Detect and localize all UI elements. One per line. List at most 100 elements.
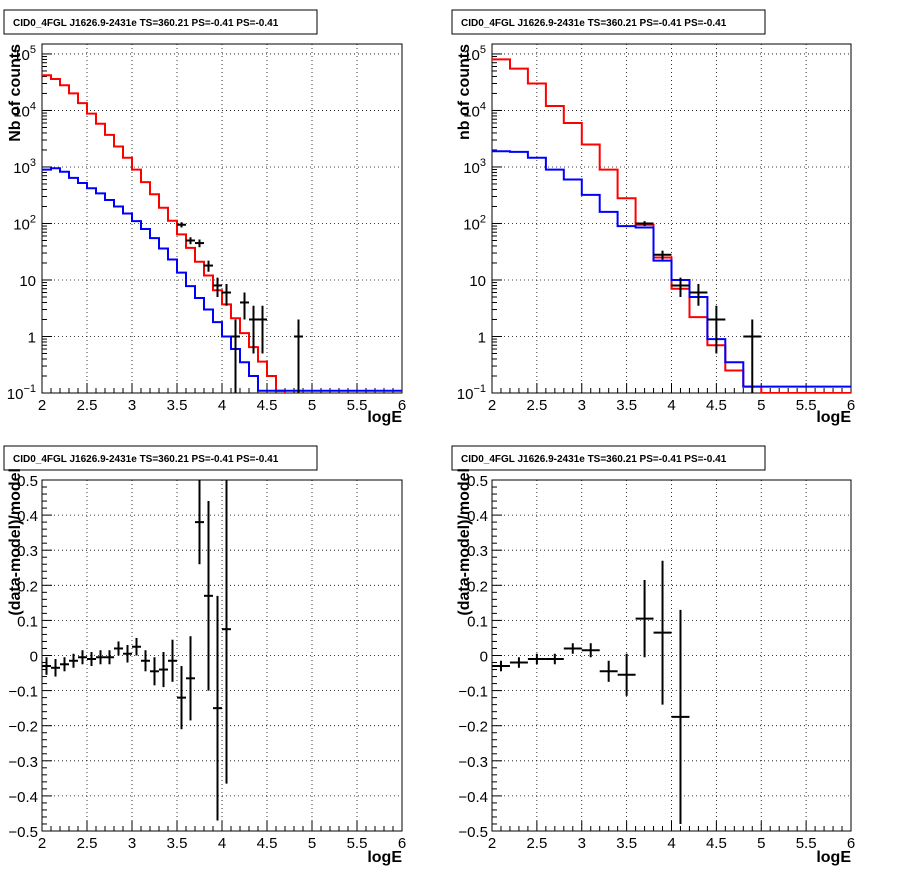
plot-area bbox=[492, 58, 851, 393]
y-tick-label: 104 bbox=[463, 100, 486, 120]
y-tick-label: 1 bbox=[28, 329, 36, 346]
y-tick-label: 0.2 bbox=[467, 578, 488, 595]
data-point bbox=[617, 653, 636, 696]
x-tick-label: 3 bbox=[128, 835, 136, 852]
y-tick-label: 0.5 bbox=[467, 473, 488, 490]
data-point bbox=[492, 660, 510, 672]
data-point bbox=[581, 643, 600, 658]
x-axis-label: logE bbox=[367, 409, 402, 426]
data-point bbox=[671, 277, 690, 297]
x-tick-label: 4.5 bbox=[257, 835, 278, 852]
y-tick-label: −0.1 bbox=[458, 684, 488, 701]
x-tick-label: 3 bbox=[578, 835, 586, 852]
data-point bbox=[707, 305, 726, 354]
x-tick-label: 4.5 bbox=[706, 835, 727, 852]
y-tick-label: 103 bbox=[13, 157, 36, 177]
data-point bbox=[159, 651, 168, 688]
y-tick-label: 0.1 bbox=[467, 613, 488, 630]
chart-title: CID0_4FGL J1626.9-2431e TS=360.21 PS=-0.… bbox=[461, 454, 727, 465]
x-tick-label: 2 bbox=[38, 835, 46, 852]
x-tick-label: 2.5 bbox=[77, 835, 98, 852]
data-point bbox=[177, 666, 186, 730]
y-tick-label: 0.1 bbox=[17, 613, 38, 630]
y-axis-label: (data-model)/model bbox=[456, 468, 473, 616]
total-model-histogram bbox=[42, 74, 286, 393]
data-point bbox=[689, 283, 708, 306]
y-tick-label: 0 bbox=[30, 649, 38, 666]
x-tick-label: 4 bbox=[218, 835, 226, 852]
data-point bbox=[509, 657, 528, 668]
y-tick-label: −0.4 bbox=[458, 789, 488, 806]
x-tick-label: 6 bbox=[847, 835, 855, 852]
y-tick-label: 105 bbox=[13, 44, 36, 64]
data-point bbox=[204, 501, 213, 691]
data-point bbox=[635, 221, 654, 227]
data-point bbox=[186, 237, 195, 245]
data-point bbox=[671, 609, 690, 824]
chart-panel-4: 2 2.5 3 3.5 4 4.5 5 5.5 6 −0.5 −0.4 −0.3 −0.2 −0.1 0 0.… bbox=[451, 445, 855, 866]
source-model-histogram bbox=[42, 167, 402, 392]
y-tick-label: 0.4 bbox=[17, 508, 38, 525]
data-point bbox=[599, 660, 618, 682]
data-point bbox=[60, 657, 69, 672]
plot-area bbox=[42, 480, 231, 821]
x-tick-label: 3.5 bbox=[167, 835, 188, 852]
y-tick-label: 102 bbox=[463, 213, 486, 233]
chart-title-box bbox=[3, 9, 318, 35]
y-tick-label: −0.2 bbox=[458, 719, 488, 736]
data-point bbox=[195, 239, 204, 248]
data-point bbox=[635, 580, 654, 658]
x-tick-label: 5.5 bbox=[796, 835, 817, 852]
data-point bbox=[231, 319, 240, 393]
data-point bbox=[186, 636, 195, 721]
x-tick-label: 4 bbox=[218, 397, 226, 414]
y-tick-label: 0.2 bbox=[17, 578, 38, 595]
chart-panel-2: 2 2.5 3 3.5 4 4.5 5 5.5 6 10−1 1 10 102 103 104 105 CID0… bbox=[451, 9, 855, 426]
x-tick-label: 5.5 bbox=[347, 835, 368, 852]
x-tick-label: 5 bbox=[308, 835, 316, 852]
x-tick-label: 4 bbox=[667, 835, 675, 852]
x-tick-label: 2 bbox=[488, 397, 496, 414]
data-point bbox=[168, 639, 177, 682]
chart-title-box bbox=[451, 445, 766, 471]
data-point bbox=[213, 595, 222, 821]
x-tick-label: 6 bbox=[398, 835, 406, 852]
data-point bbox=[114, 641, 123, 656]
x-tick-label: 6 bbox=[398, 397, 406, 414]
x-tick-label: 2.5 bbox=[77, 397, 98, 414]
x-tick-label: 2.5 bbox=[526, 397, 547, 414]
y-axis-label: nb of counts bbox=[456, 44, 473, 140]
data-point bbox=[123, 644, 132, 663]
y-tick-label: −0.1 bbox=[8, 684, 38, 701]
chart-panel-1: 2 2.5 3 3.5 4 4.5 5 5.5 6 10−1 1 10 102 103 104 105 CID0… bbox=[3, 9, 406, 426]
data-point bbox=[78, 650, 87, 665]
y-tick-label: −0.4 bbox=[8, 789, 38, 806]
data-point bbox=[743, 319, 762, 393]
y-axis-label: (data-model)/model bbox=[7, 468, 24, 616]
data-point bbox=[195, 480, 204, 565]
data-point bbox=[132, 637, 141, 656]
y-tick-label: 10 bbox=[469, 273, 486, 290]
data-point bbox=[96, 650, 105, 665]
x-tick-label: 5.5 bbox=[796, 397, 817, 414]
y-tick-label: −0.3 bbox=[458, 754, 488, 771]
x-tick-label: 3 bbox=[578, 397, 586, 414]
y-tick-label: 0.3 bbox=[467, 543, 488, 560]
data-point bbox=[141, 650, 150, 672]
source-model-histogram bbox=[492, 150, 851, 388]
y-tick-label: 1 bbox=[478, 329, 486, 346]
data-point bbox=[222, 283, 231, 306]
data-point bbox=[105, 650, 114, 665]
y-tick-label: 10 bbox=[19, 273, 36, 290]
x-tick-label: 2.5 bbox=[526, 835, 547, 852]
data-point bbox=[69, 653, 78, 668]
data-point bbox=[653, 560, 672, 705]
x-tick-label: 3 bbox=[128, 397, 136, 414]
y-tick-label: −0.2 bbox=[8, 719, 38, 736]
x-tick-label: 6 bbox=[847, 397, 855, 414]
x-tick-label: 3.5 bbox=[167, 397, 188, 414]
data-point bbox=[204, 260, 213, 272]
data-point bbox=[258, 305, 267, 354]
x-tick-label: 5 bbox=[757, 835, 765, 852]
y-tick-label: 102 bbox=[13, 213, 36, 233]
